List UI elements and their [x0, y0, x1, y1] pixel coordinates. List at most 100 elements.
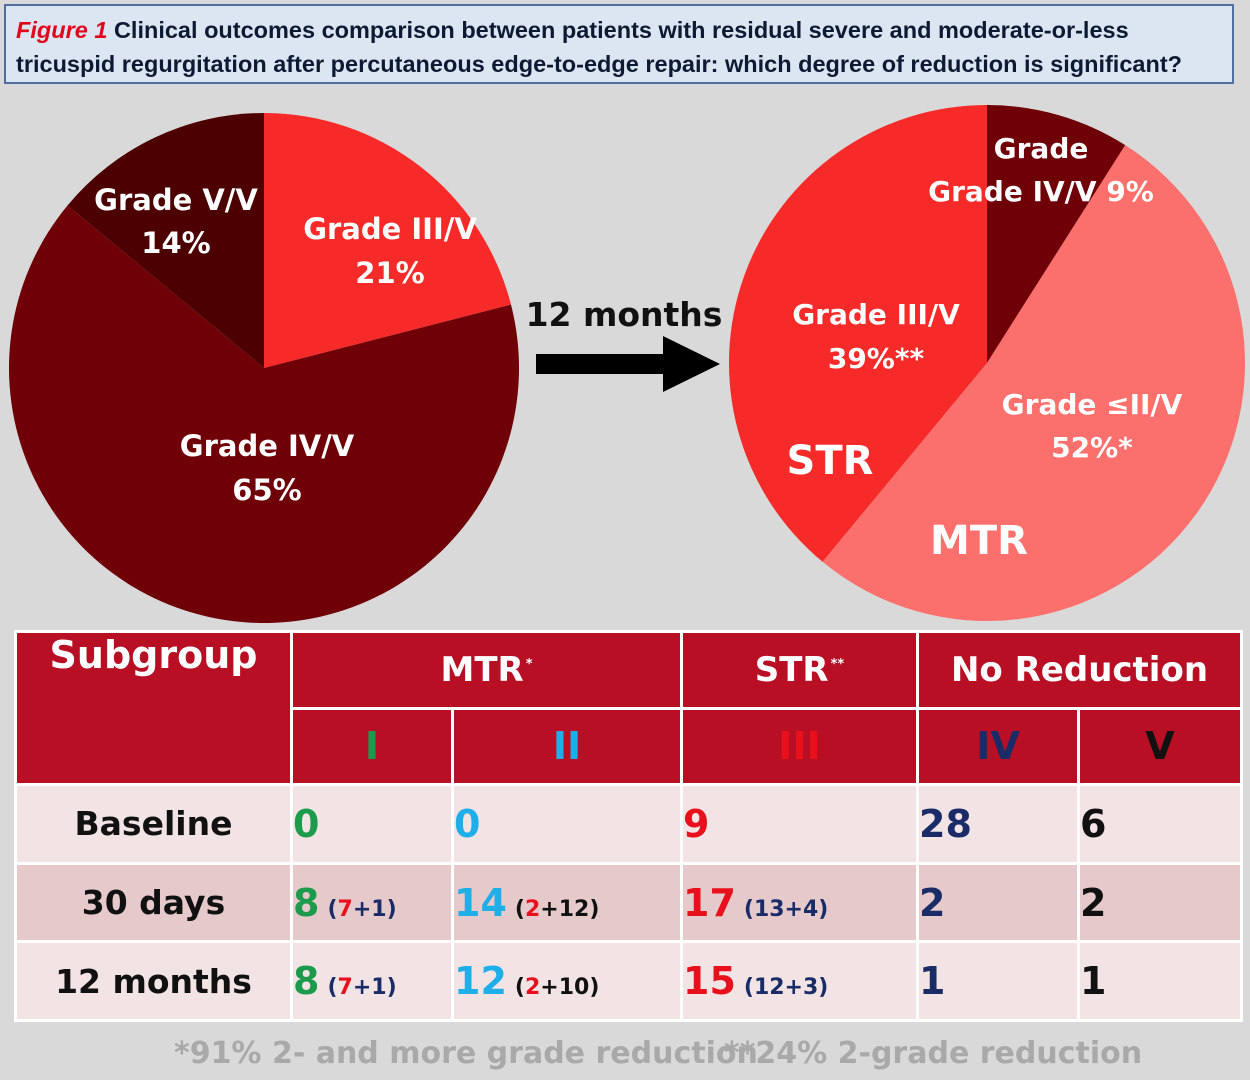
value-12m-iv: 1	[919, 959, 946, 1004]
value-baseline-i: 0	[293, 801, 320, 846]
detail-rest: +12)	[540, 896, 600, 922]
pie2-slice-grade-ii-v	[822, 145, 1245, 621]
cell-12m-grade-ii: 12 (2+10)	[451, 940, 683, 1022]
cell-30d-grade-ii: 14 (2+12)	[451, 861, 683, 944]
cell-baseline-grade-iii: 9	[680, 783, 919, 865]
detail-paren: (	[514, 975, 525, 1001]
pie1-slice-grade-iii-v	[264, 113, 511, 368]
pie1-slice-grade-v-v	[67, 113, 265, 368]
detail-first: 7	[337, 896, 353, 922]
figure-title-text: Clinical outcomes comparison between pat…	[16, 17, 1183, 77]
value-baseline-iv: 28	[919, 801, 972, 846]
value-baseline-iii: 9	[683, 801, 710, 846]
value-12m-v: 1	[1080, 959, 1107, 1004]
pie2-region-str: STR	[787, 438, 874, 484]
footnotes: *91% 2- and more grade reduction **24% 2…	[0, 1036, 1250, 1080]
pie2-label-grade-le-ii: Grade ≤II/V	[1002, 388, 1183, 421]
value-30d-iv: 2	[919, 880, 946, 925]
table-row: 30 days 8 (7+1) 14 (2+12) 17 (13+4) 2 2	[14, 861, 1243, 944]
detail-paren: (	[514, 896, 525, 922]
cell-baseline-grade-iv: 28	[916, 783, 1080, 865]
value-12m-i: 8	[293, 959, 320, 1004]
cell-30d-grade-iv: 2	[916, 861, 1080, 944]
cell-baseline-grade-ii: 0	[451, 783, 683, 865]
header-str: STR **	[680, 630, 919, 710]
cell-baseline-grade-v: 6	[1077, 783, 1243, 865]
header-grade-i: I	[290, 706, 454, 787]
detail-12m-ii: (2+10)	[515, 975, 599, 1000]
detail-first: 2	[524, 896, 541, 922]
pie2-slice-grade-iv-v	[987, 105, 1126, 363]
pie2-label-grade-iii: Grade III/V	[792, 298, 960, 331]
table-row: Baseline 0 0 9 28 6	[14, 783, 1243, 865]
detail-12m-i: (7+1)	[327, 975, 396, 1000]
pie1-label-grade-iv: Grade IV/V	[180, 429, 355, 463]
pie2-grade-iv-fraction: Grade IV/V	[928, 175, 1097, 208]
arrow-label: 12 months	[526, 295, 723, 334]
detail-rest: +10)	[540, 975, 600, 1001]
header-grade-v: V	[1077, 706, 1243, 787]
pie2-value-grade-iii: 39%**	[828, 342, 925, 375]
row-label-30-days: 30 days	[14, 861, 293, 944]
pie2-value-grade-iv: 9%	[1106, 175, 1154, 208]
figure-label: Figure 1	[16, 17, 108, 43]
detail-rest: +1)	[352, 896, 397, 922]
header-str-label: STR	[754, 649, 829, 690]
detail-paren: (	[327, 975, 338, 1001]
pie2-label-grade-iv-line2: Grade IV/V 9%	[928, 175, 1154, 208]
row-label-baseline: Baseline	[14, 783, 293, 865]
detail-30d-i: (7+1)	[327, 897, 396, 922]
value-30d-ii: 14	[454, 880, 507, 925]
pie1-value-grade-v: 14%	[141, 226, 210, 260]
arrow-right-icon	[536, 336, 720, 392]
pie1-value-grade-iii: 21%	[355, 256, 424, 290]
value-30d-i: 8	[293, 880, 320, 925]
detail-30d-iii: (13+4)	[743, 896, 829, 922]
value-30d-v: 2	[1080, 880, 1107, 925]
detail-first: 7	[337, 975, 353, 1001]
pie2-value-grade-le-ii: 52%*	[1051, 431, 1133, 464]
header-no-reduction-label: No Reduction	[950, 649, 1209, 690]
detail-30d-ii: (2+12)	[515, 897, 599, 922]
cell-12m-grade-i: 8 (7+1)	[290, 940, 454, 1022]
pie1-label-grade-v: Grade V/V	[94, 183, 258, 217]
cell-baseline-grade-i: 0	[290, 783, 454, 865]
table-row: 12 months 8 (7+1) 12 (2+10) 15 (12+3) 1 1	[14, 940, 1243, 1022]
header-no-reduction: No Reduction	[916, 630, 1243, 710]
cell-30d-grade-v: 2	[1077, 861, 1243, 944]
pie2-slice-grade-iii-v	[728, 105, 987, 562]
subgroup-table: Subgroup MTR * STR ** No Reduction I II II…	[14, 629, 1243, 1022]
footnote-str: **24% 2-grade reduction	[724, 1036, 1143, 1071]
value-12m-ii: 12	[454, 959, 507, 1004]
header-subgroup: Subgroup	[14, 629, 293, 787]
cell-12m-grade-v: 1	[1077, 940, 1243, 1022]
pie2-region-mtr: MTR	[930, 518, 1028, 564]
value-baseline-ii: 0	[454, 801, 481, 846]
pie1-value-grade-iv: 65%	[232, 473, 301, 507]
cell-12m-grade-iv: 1	[916, 940, 1080, 1022]
cell-12m-grade-iii: 15 (12+3)	[680, 940, 919, 1022]
pie1-slice-grade-iv-v	[9, 205, 520, 624]
value-12m-iii: 15	[683, 959, 736, 1004]
header-mtr-mark: *	[525, 657, 533, 673]
row-label-12-months: 12 months	[14, 940, 293, 1022]
pie2-label-grade-iv: Grade	[994, 132, 1089, 165]
pie-charts: Grade III/V 21% Grade V/V 14% Grade IV/V…	[9, 105, 1245, 624]
header-grade-iii: III	[680, 706, 919, 787]
header-mtr: MTR *	[290, 630, 683, 710]
header-grade-iv: IV	[916, 706, 1080, 787]
detail-12m-iii: (12+3)	[743, 975, 829, 1001]
pie-chart-12-months	[728, 105, 1245, 621]
detail-rest: +1)	[352, 975, 397, 1001]
value-baseline-v: 6	[1080, 801, 1107, 846]
header-str-mark: **	[830, 657, 845, 673]
pie1-label-grade-iii: Grade III/V	[303, 212, 477, 246]
detail-paren: (	[327, 896, 338, 922]
pie-chart-baseline	[9, 113, 520, 624]
header-mtr-label: MTR	[440, 649, 524, 690]
cell-30d-grade-i: 8 (7+1)	[290, 861, 454, 944]
header-grade-ii: II	[451, 706, 683, 787]
cell-30d-grade-iii: 17 (13+4)	[680, 861, 919, 944]
value-30d-iii: 17	[683, 880, 736, 925]
detail-first: 2	[524, 975, 541, 1001]
